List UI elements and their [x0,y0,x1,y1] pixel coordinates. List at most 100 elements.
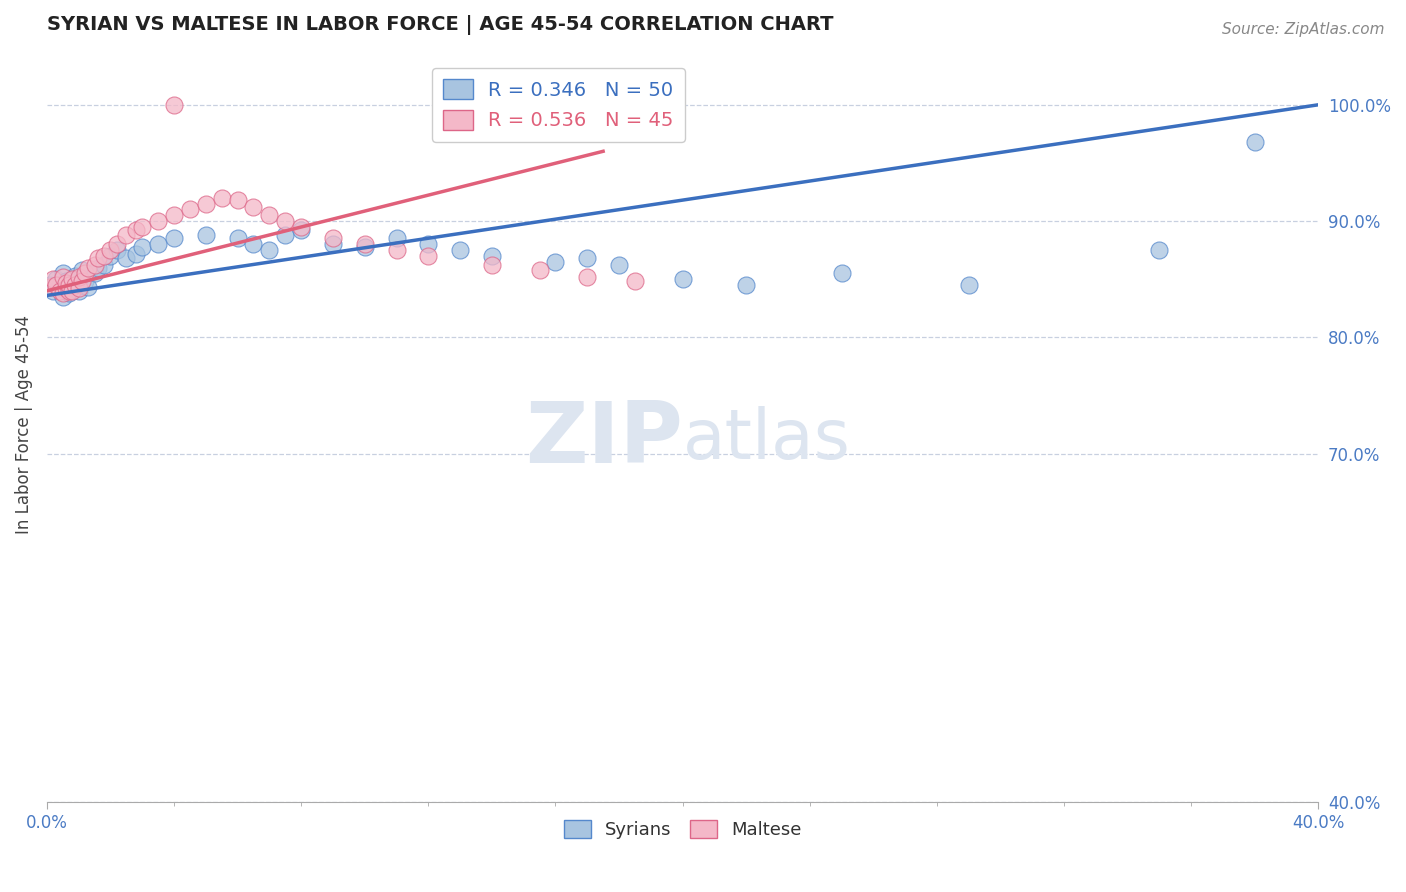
Point [100,249,122,263]
Point [449,243,471,257]
Point [65,277,87,292]
Point [259,243,281,257]
Point [67,281,90,295]
Point [418,249,440,263]
Point [290,223,312,237]
Point [131,239,153,253]
Point [211,191,233,205]
Point [67,279,90,293]
Legend: Syrians, Maltese: Syrians, Maltese [557,813,808,847]
Point [60,272,83,286]
Point [65,268,87,283]
Point [87,260,110,275]
Point [735,277,758,292]
Y-axis label: In Labor Force | Age 45-54: In Labor Force | Age 45-54 [15,315,32,534]
Point [322,237,344,252]
Point [55,284,77,298]
Point [163,208,186,222]
Point [353,239,375,253]
Point [67,284,90,298]
Point [48,284,70,298]
Point [576,252,599,266]
Point [70,275,93,289]
Text: atlas: atlas [682,406,851,473]
Point [52,269,75,284]
Point [42,284,65,298]
Point [115,227,138,242]
Point [55,275,77,289]
Point [418,237,440,252]
Point [146,237,169,252]
Point [52,266,75,280]
Point [146,214,169,228]
Point [226,193,249,207]
Point [163,97,186,112]
Point [115,252,138,266]
Point [58,277,80,292]
Point [83,258,105,272]
Point [73,275,96,289]
Point [77,280,100,294]
Point [242,237,264,252]
Point [73,266,96,280]
Point [544,254,567,268]
Point [607,258,630,272]
Point [385,243,408,257]
Point [45,272,67,286]
Point [194,196,217,211]
Point [957,277,980,292]
Point [576,269,599,284]
Point [52,286,75,301]
Point [242,200,264,214]
Text: Source: ZipAtlas.com: Source: ZipAtlas.com [1222,22,1385,37]
Point [55,276,77,290]
Point [125,246,148,260]
Point [60,284,83,298]
Point [87,252,110,266]
Point [226,231,249,245]
Point [65,276,87,290]
Point [39,280,62,294]
Point [1243,135,1265,149]
Point [131,219,153,234]
Point [481,258,503,272]
Point [529,263,551,277]
Point [60,281,83,295]
Point [290,219,312,234]
Point [60,272,83,286]
Point [55,281,77,295]
Point [125,223,148,237]
Point [322,231,344,245]
Point [93,249,115,263]
Point [385,231,408,245]
Point [83,266,105,280]
Point [58,286,80,301]
Point [70,263,93,277]
Point [671,272,693,286]
Point [42,272,65,286]
Point [259,208,281,222]
Point [163,231,186,245]
Point [105,243,128,257]
Point [100,243,122,257]
Point [831,266,853,280]
Point [353,237,375,252]
Point [105,237,128,252]
Point [39,277,62,292]
Point [274,214,297,228]
Point [45,277,67,292]
Point [481,249,503,263]
Point [194,227,217,242]
Point [58,280,80,294]
Point [48,277,70,292]
Point [58,284,80,298]
Text: ZIP: ZIP [524,398,682,481]
Point [179,202,201,217]
Point [624,275,647,289]
Text: SYRIAN VS MALTESE IN LABOR FORCE | AGE 45-54 CORRELATION CHART: SYRIAN VS MALTESE IN LABOR FORCE | AGE 4… [46,15,834,35]
Point [67,269,90,284]
Point [77,260,100,275]
Point [274,227,297,242]
Point [1149,243,1171,257]
Point [93,258,115,272]
